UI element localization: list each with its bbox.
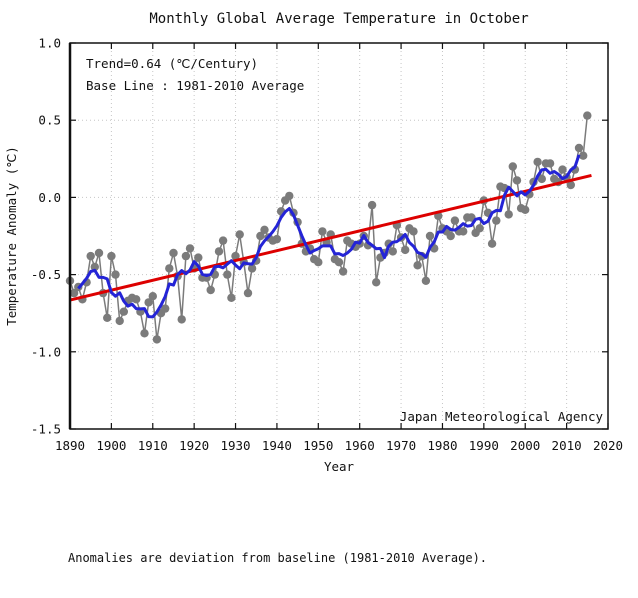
data-point <box>148 292 157 301</box>
data-point <box>90 262 100 272</box>
data-point <box>579 151 588 160</box>
trend-line <box>69 174 592 302</box>
x-tick-label: 1960 <box>345 438 375 453</box>
x-tick-label: 2000 <box>510 438 540 453</box>
x-tick-label: 2010 <box>552 438 582 453</box>
data-point <box>450 216 460 225</box>
y-tick-label: 1.0 <box>38 36 61 51</box>
data-point <box>194 253 203 262</box>
data-point <box>132 295 141 304</box>
x-axis-label: Year <box>324 459 355 474</box>
data-point <box>111 270 120 279</box>
data-point <box>574 143 584 153</box>
data-point <box>409 227 418 236</box>
data-point <box>115 316 124 326</box>
data-point <box>231 251 240 261</box>
x-tick-label: 1900 <box>96 438 126 453</box>
data-point <box>446 231 455 241</box>
data-point <box>169 248 178 258</box>
data-point <box>558 165 567 174</box>
data-point <box>508 162 517 171</box>
data-point <box>314 258 323 267</box>
x-tick-label: 1940 <box>262 438 292 453</box>
x-tick-label: 1920 <box>179 438 209 453</box>
data-point <box>425 231 435 241</box>
data-point <box>401 245 410 255</box>
y-tick-label: 0.5 <box>38 113 61 128</box>
data-point <box>475 224 484 233</box>
x-tick-label: 1980 <box>427 438 457 453</box>
data-point <box>107 251 116 261</box>
x-tick-label: 1970 <box>386 438 416 453</box>
data-point <box>227 293 236 302</box>
data-point <box>223 270 232 279</box>
footnote-line-1: Anomalies are deviation from baseline (1… <box>68 551 488 565</box>
data-point <box>504 210 513 219</box>
y-axis-label: Temperature Anomaly (℃) <box>4 146 19 326</box>
data-point <box>206 285 215 295</box>
data-point <box>318 227 327 236</box>
data-point <box>372 278 381 287</box>
data-point <box>334 258 344 267</box>
data-point <box>459 227 468 236</box>
data-point <box>492 216 501 225</box>
data-point <box>256 231 265 241</box>
data-point <box>487 239 497 248</box>
data-point <box>521 205 530 214</box>
data-point <box>413 261 422 270</box>
data-point <box>272 234 282 244</box>
data-point <box>152 335 162 344</box>
x-tick-label: 1990 <box>469 438 499 453</box>
trend-annotation: Trend=0.64 (℃/Century) <box>86 56 258 71</box>
data-point <box>140 329 149 338</box>
x-tick-label: 1950 <box>303 438 333 453</box>
data-point <box>388 247 397 256</box>
y-tick-label: -0.5 <box>31 267 61 282</box>
plot-area: 1890 1900 1910 1920 1930 1940 1950 1960 1970 1980… <box>31 36 623 454</box>
y-tick-label: -1.0 <box>31 344 61 359</box>
temperature-anomaly-chart: 1890 1900 1910 1920 1930 1940 1950 1960 1970 1980… <box>4 11 623 474</box>
data-point <box>512 176 522 185</box>
x-tick-label: 2020 <box>593 438 623 453</box>
x-tick-label: 1930 <box>220 438 250 453</box>
agency-label: Japan Meteorological Agency <box>400 409 604 424</box>
data-point <box>467 213 476 222</box>
data-point <box>86 251 95 261</box>
data-point <box>103 313 112 322</box>
chart-title: Monthly Global Average Temperature in Oc… <box>149 11 528 27</box>
footnotes-block: Anomalies are deviation from baseline (1… <box>68 501 581 598</box>
y-tick-label: -1.5 <box>31 422 61 437</box>
x-tick-label: 1890 <box>55 438 85 453</box>
data-point <box>566 180 575 190</box>
data-point <box>94 248 104 258</box>
running-mean-line <box>77 154 581 319</box>
data-point <box>119 307 128 316</box>
y-tick-label: 0.0 <box>38 190 61 205</box>
data-point <box>285 191 294 201</box>
baseline-annotation: Base Line : 1981-2010 Average <box>86 78 304 93</box>
data-point <box>214 247 224 256</box>
data-point <box>218 236 228 245</box>
data-point <box>421 276 431 285</box>
data-point <box>537 174 546 184</box>
data-point <box>338 267 348 276</box>
data-point <box>243 288 253 298</box>
data-point <box>583 111 592 120</box>
data-point <box>235 230 244 239</box>
data-point <box>247 264 257 273</box>
data-point <box>181 251 191 261</box>
data-point <box>367 200 377 210</box>
data-point <box>69 288 79 298</box>
data-point <box>161 304 170 313</box>
data-point <box>533 157 542 167</box>
data-point <box>545 159 555 168</box>
data-point <box>177 315 186 324</box>
x-tick-label: 1910 <box>138 438 168 453</box>
data-point <box>185 244 195 253</box>
data-point <box>144 298 153 307</box>
data-point <box>260 225 269 234</box>
data-point <box>165 264 174 273</box>
